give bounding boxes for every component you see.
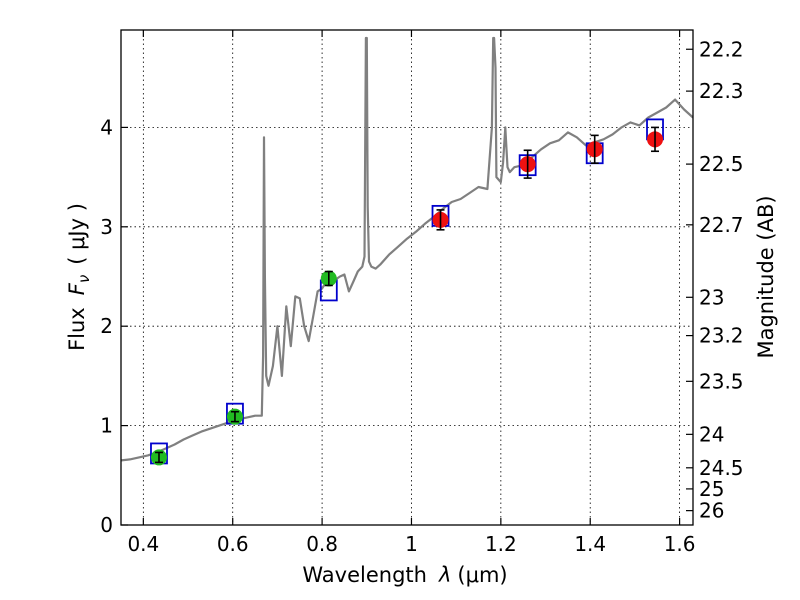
spectrum-layer: [121, 36, 693, 462]
x-tick-label: 0.6: [217, 532, 249, 556]
y2-tick-label: 22.5: [699, 152, 744, 176]
plot-frame: [120, 29, 694, 526]
points-layer: [150, 118, 664, 466]
axis-ticks: [121, 30, 693, 526]
y2-axis-label: Magnitude (AB): [754, 195, 778, 358]
y2-tick-label: 22.3: [699, 79, 744, 103]
x-tick-label: 0.4: [127, 532, 159, 556]
y-tick-label: 2: [100, 314, 113, 338]
x-tick-label: 1.2: [485, 532, 517, 556]
x-tick-label: 1: [405, 532, 418, 556]
x-axis-label: Wavelength λ (μm): [302, 563, 507, 587]
y2-tick-label: 23.2: [699, 324, 744, 348]
tick-labels: 0.4 0.6 0.8 1 1.2 1.4 1.60123422.222.322.522.7…: [100, 37, 743, 556]
grid-lines: [121, 30, 693, 525]
x-tick-label: 0.8: [306, 532, 338, 556]
y2-tick-label: 24: [699, 422, 724, 446]
y2-tick-label: 24.5: [699, 456, 744, 480]
y2-tick-label: 25: [699, 477, 724, 501]
y2-tick-label: 26: [699, 499, 724, 523]
y2-tick-label: 23: [699, 285, 724, 309]
y-tick-label: 4: [100, 115, 113, 139]
y-tick-label: 3: [100, 215, 113, 239]
y-axis-label: FluxFν( μJy ): [65, 203, 93, 351]
y-tick-label: 0: [100, 513, 113, 537]
y2-tick-label: 23.5: [699, 369, 744, 393]
x-tick-label: 1.4: [574, 532, 606, 556]
y-tick-label: 1: [100, 414, 113, 438]
plot-background: [121, 30, 693, 525]
x-tick-label: 1.6: [664, 532, 696, 556]
y2-tick-label: 22.7: [699, 213, 744, 237]
y2-tick-label: 22.2: [699, 37, 744, 61]
spectrum-line: [121, 36, 693, 462]
